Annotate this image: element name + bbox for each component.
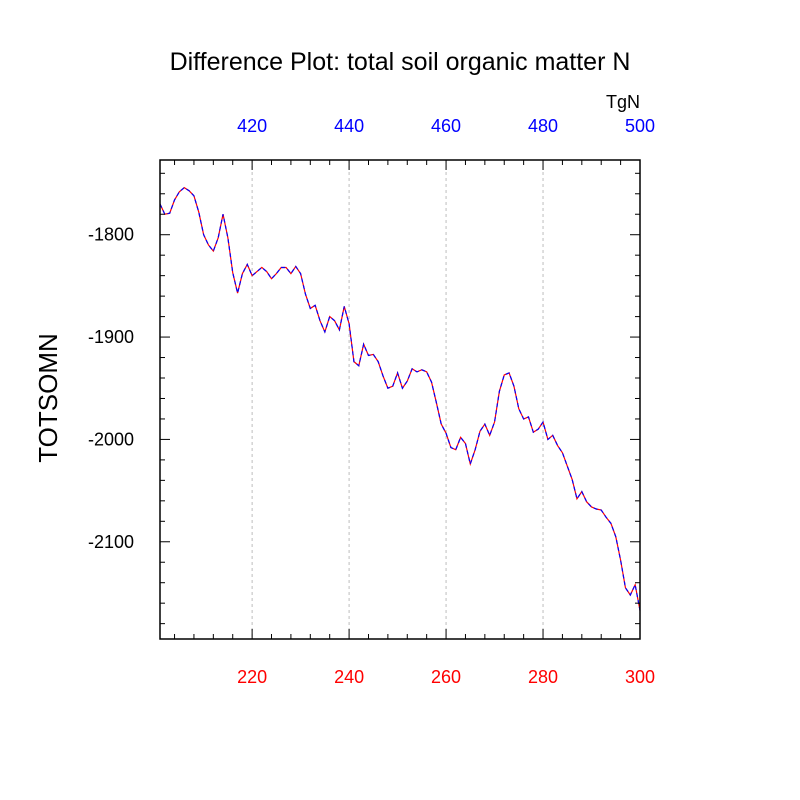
y-tick-label-2: -2000 (88, 429, 134, 449)
x-tick-label-bottom-2: 260 (431, 667, 461, 687)
x-tick-label-top-0: 420 (237, 116, 267, 136)
x-tick-label-top-2: 460 (431, 116, 461, 136)
axes: 220 240 260 280 300 420 440 460 480 500 -1800 -1900… (88, 116, 655, 687)
y-tick-label-0: -1800 (88, 225, 134, 245)
y-tick-label-1: -1900 (88, 327, 134, 347)
series-layer (159, 186, 641, 611)
plot-frame (159, 159, 641, 640)
x-tick-label-bottom-1: 240 (334, 667, 364, 687)
chart-title: Difference Plot: total soil organic matt… (170, 48, 631, 76)
x-tick-label-bottom-4: 300 (625, 667, 655, 687)
x-tick-label-top-1: 440 (334, 116, 364, 136)
x-tick-label-top-4: 500 (625, 116, 655, 136)
x-tick-label-bottom-0: 220 (237, 667, 267, 687)
y-tick-label-3: -2100 (88, 532, 134, 552)
x-tick-label-top-3: 480 (528, 116, 558, 136)
top-axis-unit: TgN (606, 92, 640, 112)
series-line-1 (159, 186, 641, 611)
y-axis-label: TOTSOMN (33, 333, 63, 463)
series-line-0 (159, 186, 641, 611)
x-tick-label-bottom-3: 280 (528, 667, 558, 687)
grid (251, 160, 544, 639)
